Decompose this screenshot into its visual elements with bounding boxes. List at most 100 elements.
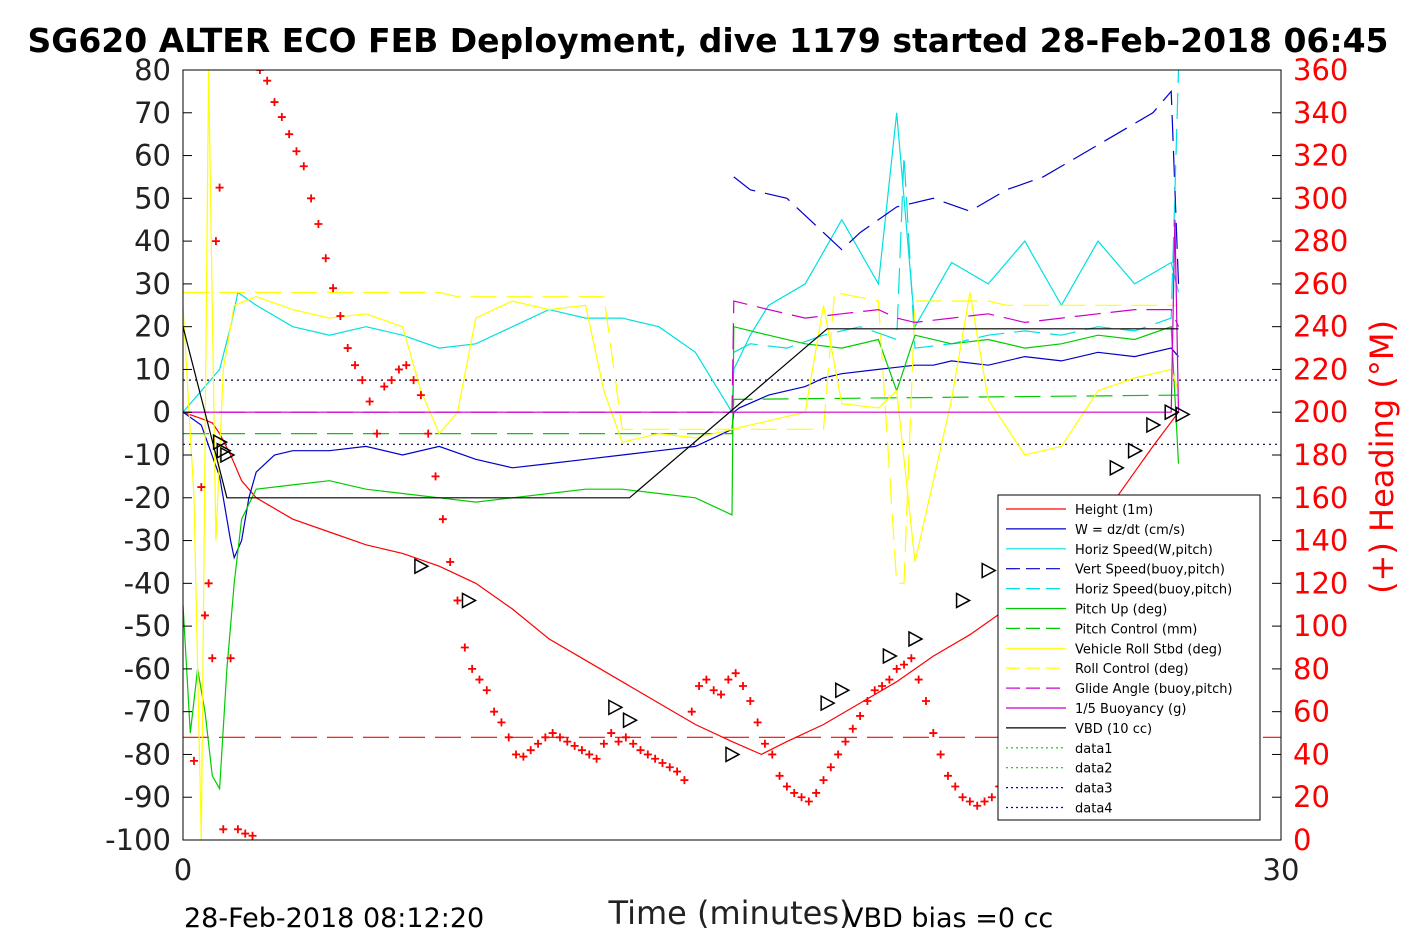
series-roll_control	[183, 291, 1179, 584]
heading-point	[812, 788, 821, 797]
right-tick-label: 360	[1293, 53, 1348, 87]
right-tick-label: 60	[1293, 695, 1330, 729]
x-axis-label: Time (minutes)	[608, 894, 852, 932]
heading-point	[621, 733, 630, 742]
heading-point	[629, 739, 638, 748]
left-tick-labels: 80 70 60 50 40 30 20 10 0 -10 -20 -30 -40 -50 -60 -70 -8…	[105, 53, 192, 857]
left-tick-label: -90	[124, 780, 171, 814]
heading-point	[819, 776, 828, 785]
left-tick-label: -100	[105, 823, 171, 857]
heading-point	[834, 750, 843, 759]
heading-point	[936, 750, 945, 759]
turn-marker	[835, 682, 851, 699]
heading-point	[980, 797, 989, 806]
heading-point	[570, 741, 579, 750]
heading-point	[914, 675, 923, 684]
heading-point	[336, 311, 345, 320]
heading-point	[446, 557, 455, 566]
right-tick-label: 40	[1293, 737, 1330, 771]
heading-point	[409, 376, 418, 385]
heading-point	[804, 797, 813, 806]
series-pitch_control	[183, 394, 1179, 435]
right-tick-label: 180	[1293, 438, 1348, 472]
heading-point	[929, 729, 938, 738]
heading-point	[270, 98, 279, 107]
turn-marker	[882, 647, 898, 665]
heading-point	[885, 675, 894, 684]
legend-label: Height (1m)	[1075, 503, 1153, 518]
legend-label: W = dz/dt (cm/s)	[1075, 523, 1185, 538]
footer-vbd-bias: VBD bias =0 cc	[845, 903, 1053, 934]
heading-point	[189, 756, 198, 765]
series-vert_speed_buoy	[733, 89, 1180, 284]
heading-point	[958, 793, 967, 802]
heading-point	[255, 70, 264, 74]
heading-point	[738, 682, 747, 690]
legend-label: Horiz Speed(buoy,pitch)	[1075, 583, 1232, 598]
left-tick-label: -50	[124, 609, 171, 643]
legend-label: Pitch Control (mm)	[1075, 622, 1197, 637]
left-tick-label: -20	[124, 481, 171, 515]
heading-point	[248, 831, 257, 840]
heading-point	[782, 782, 791, 791]
heading-point	[416, 391, 425, 400]
heading-point	[563, 737, 572, 746]
heading-point	[665, 763, 674, 772]
right-tick-label: 0	[1293, 823, 1311, 857]
right-axis-label: (+) Heading (°M)	[1363, 320, 1401, 594]
heading-point	[343, 344, 352, 353]
left-tick-label: -40	[124, 566, 171, 600]
turn-marker	[216, 442, 232, 459]
x-tick-label: 30	[1263, 853, 1300, 887]
heading-point	[687, 707, 696, 716]
heading-point	[208, 654, 217, 663]
right-tick-labels: 3603403203002802602402202001801601401201…	[1272, 53, 1348, 857]
heading-point	[321, 254, 330, 263]
heading-point	[746, 696, 755, 705]
legend-label: data1	[1075, 742, 1113, 757]
left-tick-label: 30	[134, 267, 171, 301]
legend-label: Roll Control (deg)	[1075, 662, 1189, 677]
heading-point	[673, 767, 682, 776]
heading-point	[585, 750, 594, 759]
heading-point	[460, 643, 469, 652]
heading-point	[351, 361, 360, 370]
right-tick-label: 80	[1293, 652, 1330, 686]
turn-marker	[981, 562, 997, 579]
series-buoyancy	[183, 219, 1180, 413]
heading-point	[526, 746, 535, 755]
heading-point	[438, 515, 447, 524]
heading-point	[329, 284, 338, 293]
heading-point	[431, 472, 440, 481]
heading-point	[717, 690, 726, 699]
heading-point	[241, 829, 250, 838]
legend-label: Pitch Up (deg)	[1075, 603, 1167, 618]
heading-point	[219, 825, 228, 834]
chart-title: SG620 ALTER ECO FEB Deployment, dive 117…	[27, 21, 1388, 60]
legend-label: 1/5 Buoyancy (g)	[1075, 702, 1186, 717]
heading-point	[900, 660, 909, 669]
heading-point	[277, 113, 286, 122]
legend-label: Vert Speed(buoy,pitch)	[1075, 563, 1225, 578]
heading-point	[548, 729, 557, 738]
left-tick-label: -70	[124, 695, 171, 729]
turn-marker	[908, 630, 924, 648]
left-tick-label: -10	[124, 438, 171, 472]
legend-label: data2	[1075, 762, 1113, 777]
right-tick-label: 120	[1293, 566, 1348, 600]
left-tick-label: -60	[124, 652, 171, 686]
legend-label: VBD (10 cc)	[1075, 722, 1152, 737]
heading-point	[870, 686, 879, 695]
heading-point	[394, 365, 403, 374]
heading-point	[614, 737, 623, 746]
heading-point	[965, 797, 974, 806]
legend: Height (1m) W = dz/dt (cm/s) Horiz Speed(W…	[997, 494, 1261, 821]
heading-point	[907, 654, 916, 663]
heading-point	[200, 611, 209, 620]
heading-point	[709, 686, 718, 695]
heading-point	[943, 771, 952, 780]
turn-marker	[725, 746, 741, 763]
x-tick-labels: 0 30	[174, 831, 1300, 887]
heading-point	[387, 376, 396, 385]
